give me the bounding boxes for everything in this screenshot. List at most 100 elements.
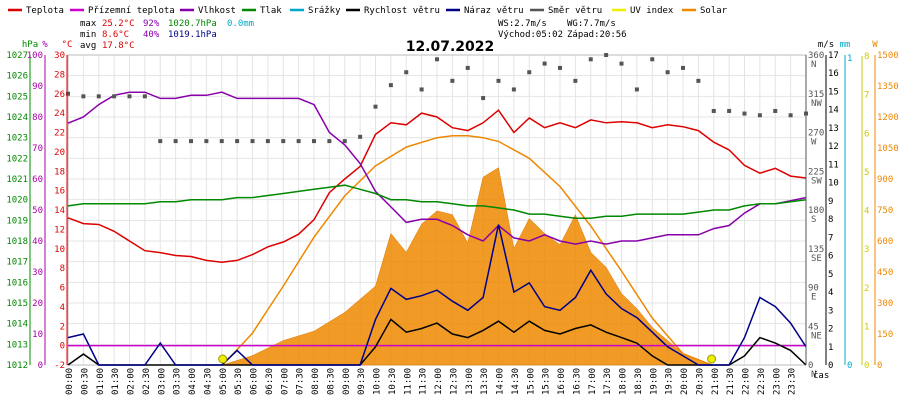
dir-tick-label: 270 — [808, 129, 824, 139]
uv-tick-label: 3 — [864, 245, 869, 255]
x-tick-label: 03:30 — [173, 368, 183, 395]
dir-compass-label: SE — [811, 254, 822, 264]
wind-direction-point — [542, 61, 547, 66]
uv-tick-label: 0 — [864, 361, 869, 371]
x-tick-label: 05:30 — [234, 368, 244, 395]
legend-label: Teplota — [26, 6, 64, 16]
axes-layer: hPa1027102610251024102310221021102010191… — [6, 40, 898, 395]
solar-tick-label: 1500 — [877, 51, 899, 61]
wind-direction-point — [112, 94, 117, 99]
dir-tick-label: 180 — [808, 206, 824, 216]
mm-axis-unit: mm — [840, 40, 851, 50]
wind-direction-point — [588, 57, 593, 62]
x-tick-label: 10:00 — [373, 368, 383, 395]
uv-sun-marker — [218, 354, 228, 364]
solar-tick-label: 750 — [877, 206, 893, 216]
wind-direction-point — [358, 134, 363, 139]
stats-avg-temp: 17.8°C — [102, 41, 135, 51]
hpa-axis-unit: hPa — [22, 40, 38, 50]
wind-direction-point — [404, 70, 409, 75]
x-tick-label: 21:30 — [726, 368, 736, 395]
stats-min-hum: 40% — [143, 30, 160, 40]
wind-direction-point — [250, 139, 255, 144]
x-tick-label: 03:00 — [157, 368, 167, 395]
x-tick-label: 15:30 — [542, 368, 552, 395]
legend-label: Rychlost větru — [364, 6, 440, 16]
uv-tick-label: 5 — [864, 168, 869, 178]
x-tick-label: 01:00 — [96, 368, 106, 395]
ms-tick-label: 0 — [828, 361, 833, 371]
dir-compass-label: N — [811, 60, 816, 70]
dir-tick-label: 360 — [808, 51, 824, 61]
ms-tick-label: 4 — [828, 288, 833, 298]
stats-min-label: min — [80, 30, 96, 40]
hpa-tick-label: 1016 — [6, 278, 28, 288]
hpa-tick-label: 1024 — [6, 113, 28, 123]
wind-direction-point — [511, 87, 516, 92]
temp-tick-label: 28 — [54, 70, 65, 80]
solar-axis-unit: W — [872, 40, 878, 50]
pct-tick-label: 10 — [32, 330, 43, 340]
dir-compass-label: E — [811, 293, 816, 303]
x-tick-label: 20:30 — [695, 368, 705, 395]
dir-tick-label: 135 — [808, 245, 824, 255]
x-tick-label: 12:00 — [434, 368, 444, 395]
x-tick-label: 18:30 — [634, 368, 644, 395]
wind-direction-point — [727, 108, 732, 113]
stats-max-press: 1020.7hPa — [168, 19, 217, 29]
x-tick-label: 02:30 — [142, 368, 152, 395]
solar-layer — [222, 135, 712, 366]
pct-tick-label: 50 — [32, 206, 43, 216]
temp-tick-label: 10 — [54, 245, 65, 255]
humidity-line — [67, 91, 807, 245]
dir-tick-label: 0 — [808, 361, 813, 371]
legend: Teplota Přízemní teplota Vlhkost Tlak Srážky… — [8, 6, 728, 16]
wind-direction-point — [296, 139, 301, 144]
hpa-tick-label: 1018 — [6, 237, 28, 247]
x-tick-label: 17:30 — [603, 368, 613, 395]
ms-tick-label: 10 — [828, 179, 839, 189]
solar-tick-label: 600 — [877, 237, 893, 247]
wind-direction-point — [66, 91, 70, 96]
wind-direction-point — [219, 139, 224, 144]
x-tick-label: 13:30 — [480, 368, 490, 395]
x-tick-label: 10:30 — [388, 368, 398, 395]
solar-tick-label: 1200 — [877, 113, 899, 123]
dir-compass-label: N — [811, 370, 816, 380]
hpa-tick-label: 1012 — [6, 361, 28, 371]
wind-direction-point — [96, 94, 101, 99]
temp-tick-label: 12 — [54, 225, 65, 235]
uv-tick-label: 8 — [864, 52, 869, 62]
temp-axis-unit: °C — [62, 40, 73, 50]
wind-direction-point — [189, 139, 193, 144]
temp-tick-label: -2 — [54, 361, 65, 371]
wind-direction-point — [788, 113, 793, 118]
temp-tick-label: 24 — [54, 109, 65, 119]
x-tick-label: 06:30 — [265, 368, 275, 395]
wind-direction-point — [604, 53, 609, 57]
dir-tick-label: 90 — [808, 284, 819, 294]
wind-direction-point — [312, 139, 316, 144]
x-tick-label: 05:00 — [219, 368, 229, 395]
pct-tick-label: 100 — [27, 51, 43, 61]
legend-label: Vlhkost — [198, 6, 236, 16]
ms-tick-label: 2 — [828, 325, 833, 335]
x-tick-label: 23:00 — [772, 368, 782, 395]
uv-sun-marker — [707, 354, 717, 364]
x-tick-label: 12:30 — [449, 368, 459, 395]
ms-tick-label: 9 — [828, 197, 833, 207]
stats-max-temp: 25.2°C — [102, 19, 135, 29]
pct-tick-label: 60 — [32, 175, 43, 185]
hpa-tick-label: 1019 — [6, 216, 28, 226]
x-tick-label: 19:00 — [649, 368, 659, 395]
solar-tick-label: 1050 — [877, 144, 899, 154]
ms-tick-label: 8 — [828, 215, 833, 225]
x-tick-label: 18:00 — [619, 368, 629, 395]
wind-direction-point — [573, 78, 578, 83]
hpa-tick-label: 1027 — [6, 51, 28, 61]
x-tick-label: 04:00 — [188, 368, 198, 395]
x-tick-label: 11:00 — [403, 368, 413, 395]
x-tick-label: 19:30 — [665, 368, 675, 395]
legend-label: Náraz větru — [464, 6, 524, 16]
wind-direction-point — [681, 65, 685, 70]
